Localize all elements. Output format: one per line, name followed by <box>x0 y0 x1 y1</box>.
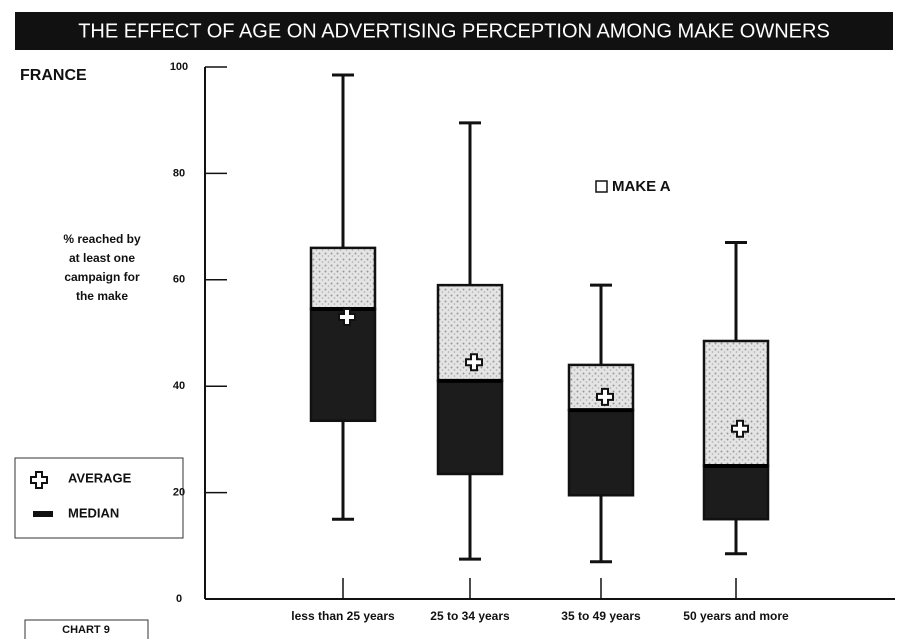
box-lower <box>702 464 770 521</box>
legend-median-icon <box>33 511 53 517</box>
y-tick-label: 80 <box>173 167 185 179</box>
box-lower <box>309 307 377 423</box>
y-tick-label: 60 <box>173 274 185 286</box>
series-legend-icon <box>595 180 608 193</box>
y-tick-label: 20 <box>173 487 185 499</box>
chart-title: THE EFFECT OF AGE ON ADVERTISING PERCEPT… <box>78 20 830 42</box>
y-tick-label: 100 <box>170 61 188 73</box>
box-upper <box>436 283 504 383</box>
title-bar <box>15 12 893 50</box>
legend-box <box>14 457 184 539</box>
y-axis-label: the make <box>76 289 128 303</box>
footer: CHART 9 <box>62 624 110 636</box>
x-tick-label: 50 years and more <box>683 609 789 623</box>
box-upper <box>702 339 770 468</box>
box-upper <box>309 246 377 311</box>
footer-box <box>24 619 149 639</box>
legend-average-icon <box>30 471 48 489</box>
mean-marker <box>596 387 614 406</box>
y-tick-label: 40 <box>173 380 185 392</box>
y-tick-label: 0 <box>176 593 182 605</box>
mean-marker <box>465 353 483 372</box>
y-axis-label: campaign for <box>64 270 140 284</box>
x-tick-label: 25 to 34 years <box>430 609 510 623</box>
series-legend: MAKE A <box>612 178 671 195</box>
legend-median: MEDIAN <box>68 505 119 520</box>
x-tick-label: less than 25 years <box>291 609 395 623</box>
y-axis-label: % reached by <box>63 232 141 246</box>
mean-marker <box>338 308 356 327</box>
x-tick-label: 35 to 49 years <box>561 609 641 623</box>
box-lower <box>567 408 635 497</box>
region: FRANCE <box>20 67 87 84</box>
y-axis-label: at least one <box>69 251 135 265</box>
mean-marker <box>731 419 749 438</box>
legend-average: AVERAGE <box>68 470 132 485</box>
box-lower <box>436 379 504 476</box>
